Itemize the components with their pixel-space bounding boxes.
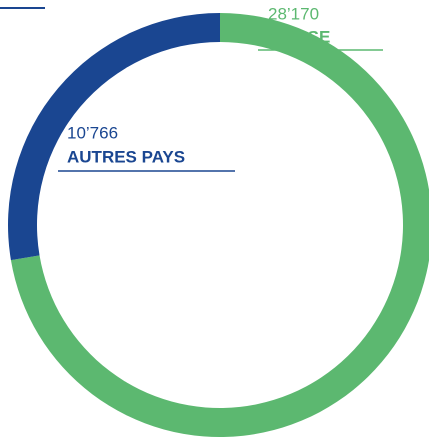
- value-label: 28’170: [268, 4, 319, 23]
- value-label: 10’766: [67, 123, 118, 142]
- labels: 28’170 SUISSE 10’766 AUTRES PAYS: [58, 4, 383, 172]
- donut-slice: [7, 13, 220, 261]
- donut: [7, 13, 429, 437]
- category-label: AUTRES PAYS: [67, 147, 185, 166]
- category-label: SUISSE: [268, 27, 330, 46]
